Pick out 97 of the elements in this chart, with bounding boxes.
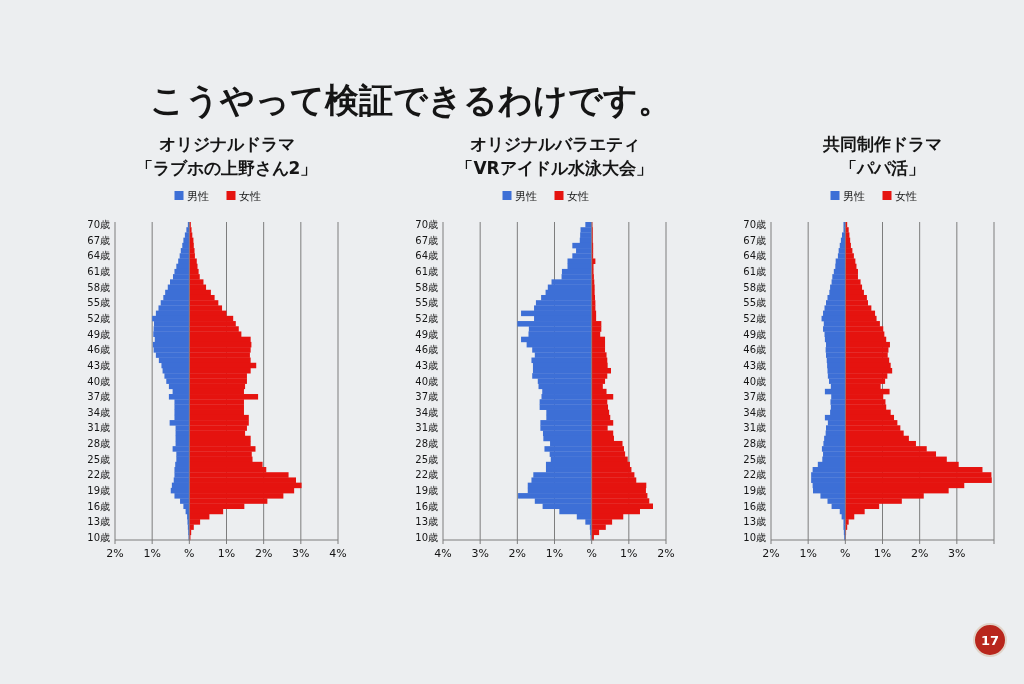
y-tick-label: 67歳 <box>87 234 110 246</box>
x-tick-label: 3% <box>948 547 966 560</box>
x-tick-label: 2% <box>657 547 675 560</box>
text: こうやって検証できるわけです。 <box>150 80 672 120</box>
y-tick-label: 10歳 <box>87 531 110 543</box>
y-tick-label: 61歳 <box>743 266 766 278</box>
x-tick-label: 1% <box>873 547 892 560</box>
y-tick-label: 43歳 <box>87 359 110 371</box>
y-tick-label: 55歳 <box>743 297 766 309</box>
y-tick-label: 31歳 <box>87 422 110 434</box>
y-tick-label: 67歳 <box>415 234 438 246</box>
y-tick-label: 52歳 <box>743 312 766 324</box>
y-tick-label: 58歳 <box>87 281 110 293</box>
y-tick-label: 37歳 <box>415 391 438 403</box>
legend-label: 女性 <box>566 190 589 203</box>
y-tick-label: 61歳 <box>415 266 438 278</box>
y-tick-label: 52歳 <box>87 312 110 324</box>
y-tick-label: 22歳 <box>743 469 766 481</box>
y-tick-label: 70歳 <box>743 219 766 231</box>
y-tick-label: 31歳 <box>743 422 766 434</box>
chart-subtitle: 「パパ活」 <box>840 158 925 178</box>
y-tick-label: 49歳 <box>743 328 766 340</box>
y-tick-label: 40歳 <box>743 375 766 387</box>
y-tick-label: 34歳 <box>743 406 766 418</box>
y-tick-label: 58歳 <box>415 281 438 293</box>
y-tick-label: 61歳 <box>87 266 110 278</box>
x-tick-label: % <box>840 547 851 560</box>
y-tick-label: 46歳 <box>743 344 766 356</box>
y-tick-label: 49歳 <box>415 328 438 340</box>
x-tick-label: 1% <box>143 547 161 560</box>
y-tick-label: 16歳 <box>87 500 110 512</box>
x-tick-label: 3% <box>471 547 489 560</box>
x-tick-label: 2% <box>910 547 929 560</box>
chart-subtitle: 「VRアイドル水泳大会」 <box>456 158 653 178</box>
x-tick-label: 1% <box>620 547 638 560</box>
y-tick-label: 55歳 <box>87 297 110 309</box>
y-tick-label: 34歳 <box>87 406 110 418</box>
y-tick-label: 19歳 <box>87 484 110 496</box>
x-tick-label: 2% <box>762 547 780 560</box>
y-tick-label: 40歳 <box>415 375 438 387</box>
y-tick-label: 58歳 <box>743 281 766 293</box>
x-tick-label: 4% <box>434 547 452 560</box>
y-tick-label: 28歳 <box>743 438 766 450</box>
x-tick-label: 2% <box>254 547 273 560</box>
y-tick-label: 22歳 <box>87 469 110 481</box>
y-tick-label: 10歳 <box>743 531 766 543</box>
x-tick-label: 4% <box>329 547 347 560</box>
chart-title: 共同制作ドラマ <box>822 134 942 154</box>
y-tick-label: 37歳 <box>743 391 766 403</box>
x-tick-label: 1% <box>799 547 817 560</box>
y-tick-label: 13歳 <box>415 516 438 528</box>
y-tick-label: 70歳 <box>415 219 438 231</box>
y-tick-label: 52歳 <box>415 312 438 324</box>
y-tick-label: 64歳 <box>415 250 438 262</box>
chart-title: オリジナルドラマ <box>158 134 295 154</box>
y-tick-label: 22歳 <box>415 469 438 481</box>
x-tick-label: 2% <box>106 547 124 560</box>
y-tick-label: 37歳 <box>87 391 110 403</box>
y-tick-label: 43歳 <box>743 359 766 371</box>
y-tick-label: 10歳 <box>415 531 438 543</box>
y-tick-label: 43歳 <box>415 359 438 371</box>
y-tick-label: 19歳 <box>415 484 438 496</box>
chart-subtitle: 「ラブホの上野さん2」 <box>135 158 318 178</box>
x-tick-label: 1% <box>217 547 236 560</box>
y-tick-label: 64歳 <box>743 250 766 262</box>
y-tick-label: 46歳 <box>415 344 438 356</box>
y-tick-label: 34歳 <box>415 406 438 418</box>
y-tick-label: 16歳 <box>743 500 766 512</box>
y-tick-label: 55歳 <box>415 297 438 309</box>
x-tick-label: % <box>586 547 597 560</box>
legend-label: 女性 <box>894 190 917 203</box>
y-tick-label: 28歳 <box>87 438 110 450</box>
text: 17 <box>980 633 1000 648</box>
chart-title: オリジナルバラエティ <box>469 134 640 154</box>
y-tick-label: 16歳 <box>415 500 438 512</box>
x-tick-label: % <box>184 547 195 560</box>
y-tick-label: 25歳 <box>87 453 110 465</box>
y-tick-label: 67歳 <box>743 234 766 246</box>
y-tick-label: 46歳 <box>87 344 110 356</box>
y-tick-label: 13歳 <box>87 516 110 528</box>
y-tick-label: 31歳 <box>415 422 438 434</box>
y-tick-label: 13歳 <box>743 516 766 528</box>
y-tick-label: 25歳 <box>415 453 438 465</box>
y-tick-label: 64歳 <box>87 250 110 262</box>
y-tick-label: 40歳 <box>87 375 110 387</box>
y-tick-label: 70歳 <box>87 219 110 231</box>
x-tick-label: 3% <box>292 547 310 560</box>
legend-label: 女性 <box>238 190 261 203</box>
y-tick-label: 19歳 <box>743 484 766 496</box>
y-tick-label: 25歳 <box>743 453 766 465</box>
y-tick-label: 49歳 <box>87 328 110 340</box>
legend-label: 男性 <box>186 190 209 203</box>
x-tick-label: 2% <box>508 547 527 560</box>
y-tick-label: 28歳 <box>415 438 438 450</box>
legend-label: 男性 <box>514 190 537 203</box>
x-tick-label: 1% <box>545 547 564 560</box>
legend-label: 男性 <box>842 190 865 203</box>
